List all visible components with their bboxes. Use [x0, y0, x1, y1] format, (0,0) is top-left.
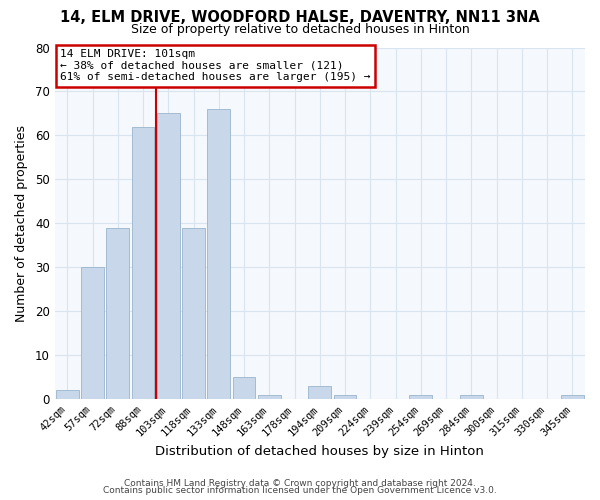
Bar	[308, 386, 331, 399]
X-axis label: Distribution of detached houses by size in Hinton: Distribution of detached houses by size …	[155, 444, 484, 458]
Bar	[409, 394, 432, 399]
Text: Contains public sector information licensed under the Open Government Licence v3: Contains public sector information licen…	[103, 486, 497, 495]
Text: Size of property relative to detached houses in Hinton: Size of property relative to detached ho…	[131, 22, 469, 36]
Text: 14 ELM DRIVE: 101sqm
← 38% of detached houses are smaller (121)
61% of semi-deta: 14 ELM DRIVE: 101sqm ← 38% of detached h…	[60, 50, 370, 82]
Bar	[56, 390, 79, 399]
Bar	[208, 109, 230, 399]
Bar	[258, 394, 281, 399]
Bar	[561, 394, 584, 399]
Y-axis label: Number of detached properties: Number of detached properties	[15, 125, 28, 322]
Text: 14, ELM DRIVE, WOODFORD HALSE, DAVENTRY, NN11 3NA: 14, ELM DRIVE, WOODFORD HALSE, DAVENTRY,…	[60, 10, 540, 25]
Text: Contains HM Land Registry data © Crown copyright and database right 2024.: Contains HM Land Registry data © Crown c…	[124, 478, 476, 488]
Bar	[460, 394, 483, 399]
Bar	[233, 377, 256, 399]
Bar	[334, 394, 356, 399]
Bar	[132, 126, 154, 399]
Bar	[81, 268, 104, 399]
Bar	[157, 114, 179, 399]
Bar	[106, 228, 129, 399]
Bar	[182, 228, 205, 399]
